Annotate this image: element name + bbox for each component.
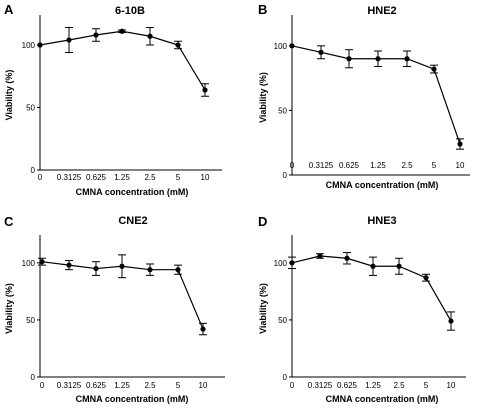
x-tick-label: 0.3125	[309, 161, 334, 170]
data-point	[317, 253, 323, 259]
x-tick-label: 5	[432, 161, 437, 170]
data-point	[93, 265, 99, 272]
chart-title: CNE2	[118, 215, 147, 227]
data-point	[175, 267, 181, 273]
data-point	[147, 33, 153, 39]
chart-title: HNE2	[367, 5, 396, 17]
x-axis-label: CMNA concentration (mM)	[76, 394, 189, 404]
y-tick-label: 0	[283, 373, 288, 382]
panel-b: B HNE2 0 50 100 Viability (%) 0 0.3125 0.625 1.25…	[258, 2, 470, 190]
x-axis-label: CMNA concentration (mM)	[76, 187, 189, 197]
x-tick-label: 1.25	[370, 161, 386, 170]
y-tick-label: 100	[274, 42, 288, 51]
data-point	[375, 56, 381, 62]
x-tick-label: 5	[176, 173, 181, 182]
x-tick-label: 1.25	[365, 381, 381, 390]
y-tick-label: 50	[26, 104, 35, 113]
x-tick-label: 10	[456, 161, 465, 170]
x-tick-label: 0	[38, 173, 43, 182]
data-point	[448, 318, 454, 324]
panel-letter: C	[4, 214, 14, 229]
data-point	[344, 255, 350, 261]
data-point	[370, 263, 376, 269]
x-tick-label: 0.625	[86, 381, 107, 390]
x-tick-label: 5	[424, 381, 429, 390]
y-tick-label: 100	[22, 41, 36, 50]
chart-title: 6-10B	[115, 5, 145, 17]
panel-letter: D	[258, 214, 267, 229]
x-tick-label: 2.5	[401, 161, 413, 170]
y-axis-label: Viability (%)	[258, 72, 268, 123]
x-axis-label: CMNA concentration (mM)	[326, 180, 439, 190]
series-line	[291, 45, 461, 145]
y-tick-label: 50	[278, 316, 287, 325]
x-tick-label: 0	[290, 161, 295, 170]
y-tick-label: 100	[22, 259, 36, 268]
data-point	[119, 263, 125, 269]
data-point	[202, 87, 208, 93]
data-point	[423, 275, 429, 281]
data-point	[431, 66, 437, 72]
y-axis-label: Viability (%)	[4, 283, 14, 334]
x-tick-label: 10	[199, 381, 208, 390]
panel-letter: A	[4, 2, 14, 17]
x-tick-label: 2.5	[144, 173, 156, 182]
panel-letter: B	[258, 2, 267, 17]
data-point	[404, 56, 410, 62]
x-tick-label: 10	[447, 381, 456, 390]
y-tick-label: 50	[278, 106, 287, 115]
data-point	[318, 49, 324, 55]
x-tick-label: 0.625	[86, 173, 107, 182]
x-tick-label: 1.25	[114, 381, 130, 390]
series-line	[39, 30, 206, 91]
data-point	[346, 56, 352, 62]
data-point	[147, 267, 153, 273]
data-point	[289, 260, 295, 266]
data-point	[93, 32, 99, 38]
x-tick-label: 0	[40, 381, 45, 390]
x-tick-label: 2.5	[393, 381, 405, 390]
x-tick-label: 0.3125	[57, 173, 82, 182]
x-tick-label: 10	[201, 173, 210, 182]
data-point	[66, 262, 72, 268]
data-point	[457, 141, 463, 147]
y-tick-label: 0	[283, 171, 288, 180]
data-point	[175, 42, 181, 48]
y-tick-label: 100	[274, 259, 288, 268]
x-tick-label: 1.25	[114, 173, 130, 182]
data-point	[119, 28, 125, 34]
y-tick-label: 50	[26, 316, 35, 325]
panel-a: A 6-10B 0 50 100 Viability (%) 0 0.3125 0.625 1.2…	[4, 2, 222, 197]
y-tick-label: 0	[31, 373, 36, 382]
y-tick-label: 0	[31, 166, 36, 175]
data-point	[289, 43, 295, 49]
x-tick-label: 0.3125	[57, 381, 82, 390]
x-tick-label: 5	[176, 381, 181, 390]
panel-c: C CNE2 0 50 100 Viability (%) 0 0.3125 0.625 1.25…	[4, 214, 225, 404]
x-tick-label: 0.625	[337, 381, 358, 390]
data-point	[200, 326, 206, 332]
data-point	[39, 259, 45, 265]
x-tick-label: 0.3125	[308, 381, 333, 390]
data-point	[396, 263, 402, 269]
x-tick-label: 2.5	[144, 381, 156, 390]
data-point	[66, 37, 72, 43]
y-axis-label: Viability (%)	[258, 283, 268, 334]
chart-title: HNE3	[367, 215, 396, 227]
x-tick-label: 0	[290, 381, 295, 390]
x-tick-label: 0.625	[339, 161, 360, 170]
panel-d: D HNE3 0 50 100 Viability (%) 0 0.3125 0.625 1.25…	[258, 214, 466, 404]
y-axis-label: Viability (%)	[4, 70, 14, 121]
data-point	[37, 42, 43, 48]
x-axis-label: CMNA concentration (mM)	[326, 394, 439, 404]
